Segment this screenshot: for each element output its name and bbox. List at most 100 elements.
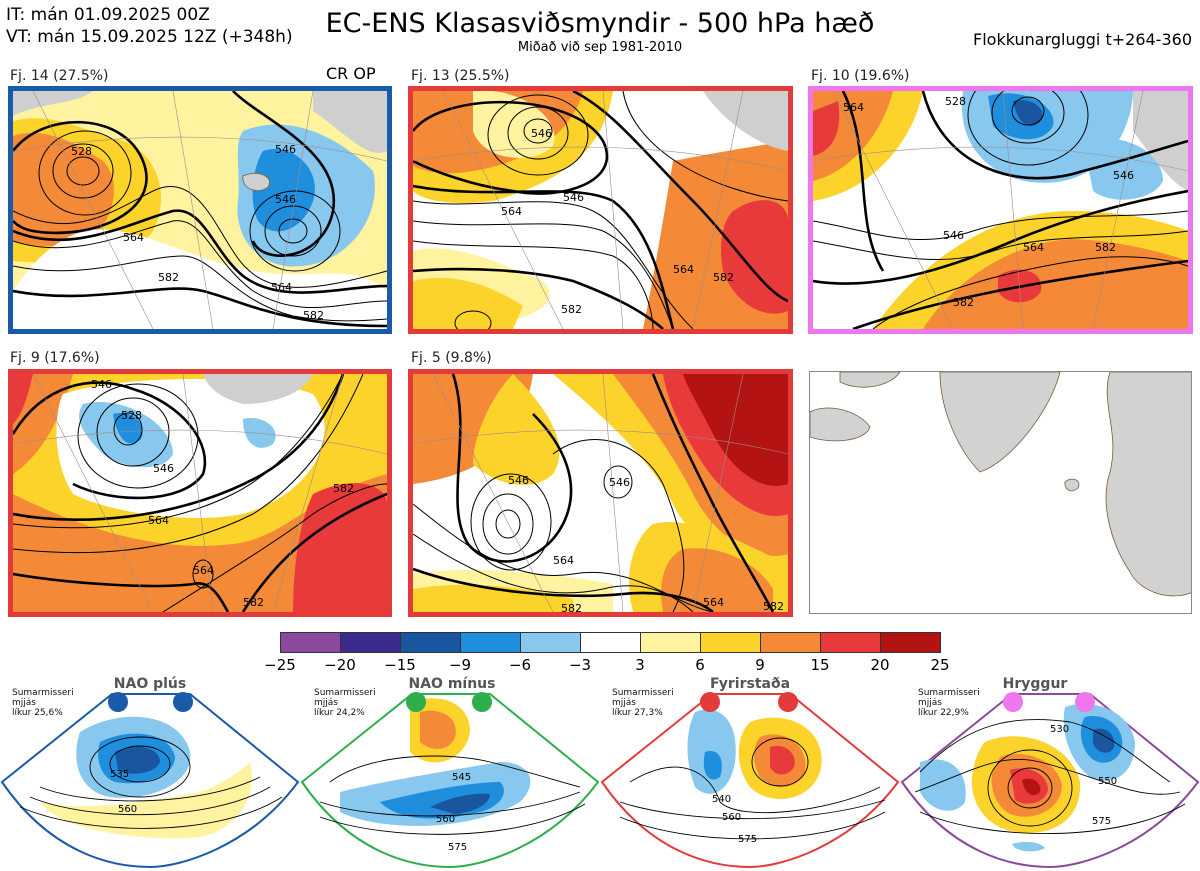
contour-label: 546 <box>1113 169 1134 182</box>
cluster-label-3: Fj. 10 (19.6%) <box>811 68 910 84</box>
regime-info-4: Sumarmisseri mjjás líkur 22,9% <box>918 688 980 718</box>
regime-map-fyrirstada: 540 560 575 <box>600 693 900 869</box>
contour-label: 528 <box>121 409 142 422</box>
cbar-tick: 9 <box>755 656 765 674</box>
contour-label: 575 <box>738 834 757 845</box>
color-scale-segment <box>820 632 881 653</box>
contour-label: 560 <box>722 812 741 823</box>
cbar-tick: 15 <box>810 656 830 674</box>
color-scale-segment <box>460 632 521 653</box>
cbar-tick: −3 <box>568 656 592 674</box>
contour-label: 546 <box>153 462 174 475</box>
contour-label: 528 <box>71 145 92 158</box>
contour-label: 528 <box>945 95 966 108</box>
cbar-tick: 20 <box>870 656 890 674</box>
cluster-label-4: Fj. 9 (17.6%) <box>10 350 100 366</box>
contour-label: 564 <box>271 281 292 294</box>
contour-label: 546 <box>91 378 112 391</box>
regime-dot <box>778 692 798 712</box>
contour-label: 564 <box>703 596 724 609</box>
contour-label: 582 <box>1095 241 1116 254</box>
regime-map-nao-minus: 545 560 575 <box>300 693 600 869</box>
color-scale-segment <box>580 632 641 653</box>
regime-name-fyrirstada: Fyrirstaða <box>709 676 791 692</box>
regime-dot <box>108 692 128 712</box>
contour-label: 546 <box>275 193 296 206</box>
page-title: EC-ENS Klasasviðsmyndir - 500 hPa hæð <box>325 8 875 39</box>
color-scale-segment <box>640 632 701 653</box>
cluster-map-1: 528 564 546 582 564 582 546 <box>8 86 392 334</box>
color-scale-segment <box>400 632 461 653</box>
color-scale-segment <box>340 632 401 653</box>
contour-label: 582 <box>953 296 974 309</box>
contour-label: 560 <box>436 814 455 825</box>
color-scale-segment <box>880 632 941 653</box>
contour-label: 546 <box>531 127 552 140</box>
contour-label: 550 <box>1098 776 1117 787</box>
contour-label: 560 <box>118 804 137 815</box>
color-scale <box>280 632 944 658</box>
color-scale-segment <box>520 632 581 653</box>
contour-label: 582 <box>333 482 354 495</box>
cbar-tick: −6 <box>508 656 532 674</box>
empty-cluster-map <box>809 371 1192 614</box>
contour-label: 530 <box>1050 724 1069 735</box>
cbar-tick: −20 <box>324 656 356 674</box>
cluster-map-4: 546 528 546 564 564 582 582 <box>8 369 392 617</box>
contour-label: 546 <box>508 474 529 487</box>
contour-label: 582 <box>158 271 179 284</box>
cbar-tick: −9 <box>448 656 472 674</box>
contour-label: 564 <box>123 231 144 244</box>
contour-label: 582 <box>561 303 582 316</box>
cluster-label-1: Fj. 14 (27.5%) <box>10 68 109 84</box>
regime-name-hryggur: Hryggur <box>1002 676 1068 692</box>
regime-map-hryggur: 530 550 575 <box>900 693 1200 869</box>
contour-label: 564 <box>553 554 574 567</box>
contour-label: 564 <box>193 564 214 577</box>
cbar-tick: −15 <box>384 656 416 674</box>
initial-time: IT: mán 01.09.2025 00Z <box>6 5 210 25</box>
contour-label: 545 <box>452 772 471 783</box>
cluster-tag-cr-op: CR OP <box>326 64 376 83</box>
regime-info-3: Sumarmisseri mjjás líkur 27,3% <box>612 688 674 718</box>
cluster-label-2: Fj. 13 (25.5%) <box>411 68 510 84</box>
regime-dot <box>1075 692 1095 712</box>
contour-label: 575 <box>448 842 467 853</box>
contour-label: 564 <box>843 101 864 114</box>
cbar-tick: 6 <box>695 656 705 674</box>
cbar-tick: 25 <box>930 656 950 674</box>
contour-label: 540 <box>712 794 731 805</box>
cluster-map-2: 546 546 564 564 582 582 <box>408 86 793 334</box>
contour-label: 546 <box>943 229 964 242</box>
color-scale-segment <box>760 632 821 653</box>
cbar-tick: −25 <box>264 656 296 674</box>
regime-info-1: Sumarmisseri mjjás líkur 25,6% <box>12 688 74 718</box>
contour-label: 546 <box>609 476 630 489</box>
contour-label: 575 <box>1092 816 1111 827</box>
contour-label: 546 <box>275 143 296 156</box>
contour-label: 582 <box>243 596 264 609</box>
regime-dot <box>472 692 492 712</box>
contour-label: 582 <box>713 271 734 284</box>
contour-label: 582 <box>561 602 582 612</box>
cbar-tick: 3 <box>635 656 645 674</box>
classification-window: Flokkunargluggi t+264-360 <box>973 30 1192 49</box>
contour-label: 564 <box>501 205 522 218</box>
valid-time: VT: mán 15.09.2025 12Z (+348h) <box>6 27 293 47</box>
contour-label: 564 <box>673 263 694 276</box>
page-subtitle: Miðað við sep 1981-2010 <box>517 40 683 55</box>
regime-info-2: Sumarmisseri mjjás líkur 24,2% <box>314 688 376 718</box>
cluster-map-5: 546 546 564 564 582 582 <box>408 369 793 617</box>
regime-name-nao-minus: NAO mínus <box>408 676 496 692</box>
cluster-label-5: Fj. 5 (9.8%) <box>411 350 492 366</box>
regime-dot <box>406 692 426 712</box>
contour-label: 535 <box>110 769 129 780</box>
contour-label: 564 <box>1023 241 1044 254</box>
contour-label: 546 <box>563 191 584 204</box>
regime-dot <box>1003 692 1023 712</box>
cluster-map-3: 564 528 546 546 564 582 582 <box>808 86 1193 334</box>
weather-regimes: Sumarmisseri mjjás líkur 25,6% NAO plús 53… <box>0 672 1200 871</box>
regime-map-nao-plus: 535 560 <box>0 693 300 869</box>
color-scale-bar <box>280 632 941 653</box>
color-scale-segment <box>700 632 761 653</box>
